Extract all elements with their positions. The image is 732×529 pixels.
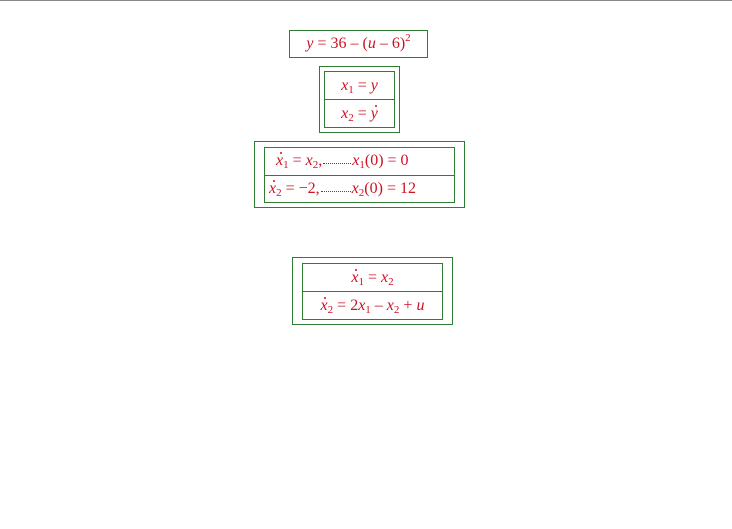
rhs-var: x	[381, 268, 389, 286]
state-definitions-inner: x1 = y x2 = y	[324, 71, 395, 128]
system-row-1: x1 = x2	[303, 264, 442, 291]
exponent: 2	[405, 32, 411, 44]
subscript: 2	[327, 303, 334, 316]
rhs-value: −2	[298, 179, 316, 197]
right-paren: )	[399, 35, 406, 52]
term-var: x	[358, 296, 366, 314]
minus-sign: –	[350, 35, 359, 52]
state-definitions-box: x1 = y x2 = y	[319, 66, 400, 133]
term-var: x	[386, 296, 394, 314]
subscript: 1	[359, 159, 365, 172]
ic-value: 0	[400, 152, 409, 170]
equals-sign: =	[337, 296, 347, 314]
lhs-var-dot: x	[320, 296, 328, 314]
equals-sign: =	[285, 179, 295, 197]
ic-value: 12	[399, 179, 416, 197]
equals-sign: =	[292, 152, 302, 170]
subscript: 2	[388, 275, 394, 288]
ic-arg: (0)	[364, 152, 384, 170]
ic-arg: (0)	[364, 179, 383, 197]
output-var: y	[306, 35, 314, 52]
state-var: x	[341, 76, 349, 94]
subscript: 1	[358, 275, 364, 288]
equals-sign: =	[387, 152, 397, 170]
initial-conditions-box: x1 = x2, x1(0) = 0 x2 = −2, x2(0) = 12	[254, 141, 465, 208]
system-equations-box: x1 = x2 x2 = 2x1 – x2 + u	[292, 257, 453, 325]
ic-var: x	[352, 152, 360, 170]
constant: 36	[330, 35, 347, 52]
input-var: u	[416, 296, 425, 314]
system-eq-1: x1 = x2	[351, 268, 394, 288]
system-eq-2: x2 = 2x1 – x2 + u	[320, 296, 425, 316]
output-equation-box: y = 36 – (u – 6)2	[289, 30, 428, 58]
rhs-var: y	[370, 76, 378, 94]
plus-sign: +	[403, 296, 413, 314]
equals-sign: =	[357, 76, 367, 94]
system-row-2: x2 = 2x1 – x2 + u	[303, 291, 442, 319]
minus-sign: –	[374, 296, 383, 314]
top-rule	[0, 0, 732, 1]
subscript: 2	[358, 186, 365, 199]
output-equation: y = 36 – (u – 6)2	[306, 33, 410, 52]
initial-conditions-inner: x1 = x2, x1(0) = 0 x2 = −2, x2(0) = 12	[264, 147, 455, 203]
ic-var: x	[351, 179, 359, 197]
comma: ,	[318, 152, 323, 170]
number: 6	[391, 35, 400, 52]
state-row-1: x1 = y	[325, 72, 394, 99]
ic-row-1: x1 = x2, x1(0) = 0	[265, 148, 454, 175]
state-eq-1: x1 = y	[341, 76, 378, 96]
subscript: 2	[276, 186, 282, 199]
dotted-spacer	[320, 190, 351, 192]
subscript: 2	[348, 111, 354, 124]
ic-row-2: x2 = −2, x2(0) = 12	[265, 174, 454, 203]
comma: ,	[315, 179, 320, 197]
equals-sign: =	[386, 179, 396, 197]
equals-sign: =	[367, 268, 378, 286]
left-paren: (	[362, 35, 368, 52]
minus-sign: –	[379, 35, 388, 52]
ic-eq-2: x2 = −2, x2(0) = 12	[269, 179, 416, 199]
state-var: x	[341, 104, 349, 122]
subscript: 1	[348, 83, 354, 96]
lhs-var-dot: x	[351, 268, 359, 286]
system-equations-inner: x1 = x2 x2 = 2x1 – x2 + u	[302, 263, 443, 320]
rhs-var-dot: y	[370, 104, 378, 122]
rhs-var: x	[305, 152, 313, 170]
subscript: 1	[365, 303, 371, 316]
equals-sign: =	[317, 35, 327, 52]
lhs-var-dot: x	[269, 179, 277, 197]
ic-eq-1: x1 = x2, x1(0) = 0	[276, 152, 409, 172]
state-eq-2: x2 = y	[341, 104, 378, 124]
coefficient: 2	[350, 296, 359, 314]
state-row-2: x2 = y	[325, 99, 394, 127]
input-var: u	[367, 35, 376, 52]
dotted-spacer	[323, 163, 352, 165]
subscript: 1	[283, 159, 289, 172]
equals-sign: =	[357, 104, 367, 122]
subscript: 2	[393, 303, 400, 316]
lhs-var-dot: x	[276, 152, 284, 170]
subscript: 2	[312, 159, 319, 172]
